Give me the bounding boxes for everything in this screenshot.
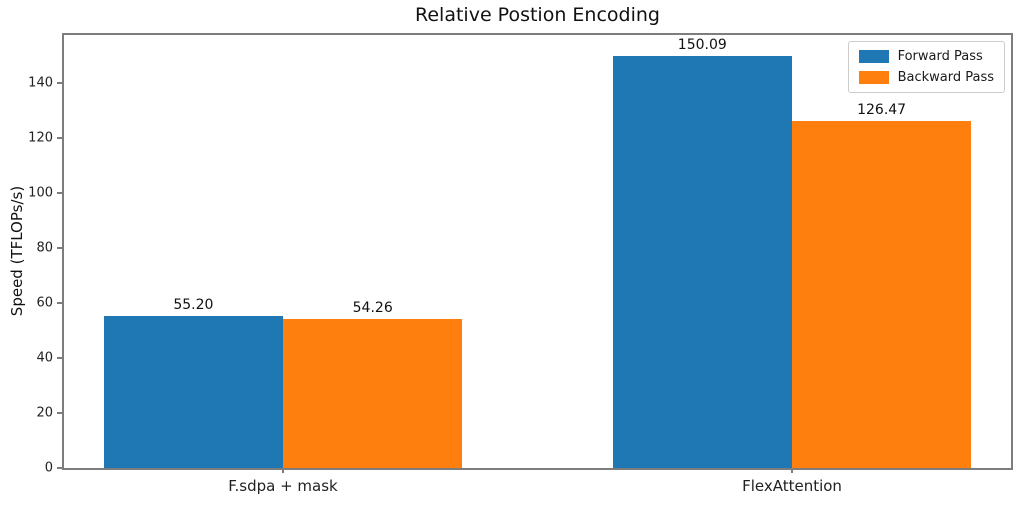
bars-layer: 55.20 54.26 150.09 126.47 <box>64 35 1011 468</box>
legend-label-backward-pass: Backward Pass <box>897 70 994 85</box>
bar-value-label-forward-pass-f-sdpa-mask: 55.20 <box>173 297 214 314</box>
legend: Forward Pass Backward Pass <box>847 41 1005 93</box>
bar-value-label-forward-pass-flexattention: 150.09 <box>677 36 727 53</box>
y-tick-mark-100 <box>57 192 62 195</box>
x-tick-label-flexattention: FlexAttention <box>742 477 842 495</box>
bar-value-label-backward-pass-flexattention: 126.47 <box>857 101 907 118</box>
bar-forward-pass-flexattention <box>612 55 792 468</box>
plot-area: 55.20 54.26 150.09 126.47 Forward Pass Backw… <box>62 33 1013 470</box>
y-tick-label-140: 140 <box>28 75 53 91</box>
bar-value-label-backward-pass-f-sdpa-mask: 54.26 <box>352 299 393 316</box>
y-tick-mark-40 <box>57 357 62 360</box>
x-tick-label-f-sdpa-mask: F.sdpa + mask <box>228 477 338 495</box>
y-tick-label-40: 40 <box>36 350 53 366</box>
legend-label-forward-pass: Forward Pass <box>897 49 983 64</box>
y-tick-mark-140 <box>57 82 62 85</box>
chart-title: Relative Postion Encoding <box>415 4 660 26</box>
y-tick-label-60: 60 <box>36 295 53 311</box>
bar-backward-pass-flexattention <box>792 120 972 468</box>
x-tick-mark-flexattention <box>791 468 793 473</box>
y-tick-mark-80 <box>57 247 62 250</box>
legend-item-forward-pass: Forward Pass <box>858 49 994 64</box>
y-tick-label-0: 0 <box>44 460 53 476</box>
y-tick-mark-60 <box>57 302 62 305</box>
y-tick-mark-20 <box>57 412 62 415</box>
legend-swatch-forward-pass <box>858 50 889 63</box>
y-tick-label-80: 80 <box>36 240 53 256</box>
legend-swatch-backward-pass <box>858 71 889 84</box>
y-tick-label-100: 100 <box>28 185 53 201</box>
y-tick-mark-120 <box>57 137 62 140</box>
x-tick-mark-f-sdpa-mask <box>282 468 284 473</box>
legend-item-backward-pass: Backward Pass <box>858 70 994 85</box>
bar-backward-pass-f-sdpa-mask <box>283 318 463 468</box>
y-tick-label-120: 120 <box>28 130 53 146</box>
y-tick-mark-0 <box>57 467 62 469</box>
bar-forward-pass-f-sdpa-mask <box>103 316 284 468</box>
y-tick-label-20: 20 <box>36 405 53 421</box>
